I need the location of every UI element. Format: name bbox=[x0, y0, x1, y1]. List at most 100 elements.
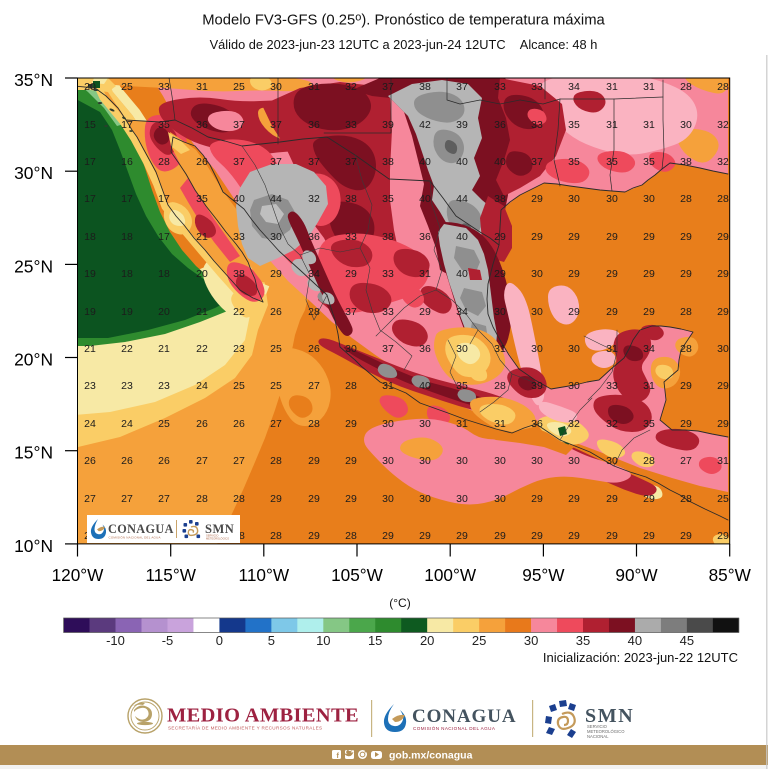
svg-text:37: 37 bbox=[233, 156, 245, 168]
svg-text:METEOROLÓGICO: METEOROLÓGICO bbox=[587, 729, 625, 734]
svg-text:90°W: 90°W bbox=[615, 565, 658, 585]
svg-text:23: 23 bbox=[121, 380, 133, 392]
svg-text:17: 17 bbox=[158, 231, 170, 243]
svg-text:34: 34 bbox=[643, 343, 655, 355]
svg-text:29: 29 bbox=[568, 306, 580, 318]
svg-text:27: 27 bbox=[158, 493, 170, 505]
svg-text:38: 38 bbox=[233, 268, 245, 280]
svg-text:29: 29 bbox=[345, 493, 357, 505]
svg-text:29: 29 bbox=[680, 268, 692, 280]
svg-text:38: 38 bbox=[494, 193, 506, 205]
svg-text:28: 28 bbox=[345, 530, 357, 542]
svg-text:10: 10 bbox=[316, 633, 330, 648]
svg-text:105°W: 105°W bbox=[331, 565, 384, 585]
svg-text:39: 39 bbox=[382, 119, 394, 131]
svg-text:NACIONAL: NACIONAL bbox=[587, 734, 609, 739]
svg-text:28: 28 bbox=[308, 306, 320, 318]
svg-text:19: 19 bbox=[84, 306, 96, 318]
svg-text:30: 30 bbox=[494, 455, 506, 467]
svg-text:27: 27 bbox=[680, 455, 692, 467]
svg-text:28: 28 bbox=[270, 455, 282, 467]
svg-text:31: 31 bbox=[643, 119, 655, 131]
svg-text:33: 33 bbox=[345, 119, 357, 131]
svg-text:28: 28 bbox=[680, 81, 692, 93]
svg-text:35: 35 bbox=[576, 633, 590, 648]
svg-text:32: 32 bbox=[345, 81, 357, 93]
svg-text:SECRETARÍA DE MEDIO AMBIENTE Y: SECRETARÍA DE MEDIO AMBIENTE Y RECURSOS … bbox=[168, 725, 322, 731]
svg-text:31: 31 bbox=[717, 455, 729, 467]
svg-text:20: 20 bbox=[84, 81, 96, 93]
svg-text:28: 28 bbox=[680, 493, 692, 505]
svg-text:17: 17 bbox=[121, 119, 133, 131]
svg-text:32: 32 bbox=[606, 418, 618, 430]
svg-text:45: 45 bbox=[680, 633, 694, 648]
svg-text:30: 30 bbox=[531, 455, 543, 467]
svg-text:20°N: 20°N bbox=[14, 350, 53, 370]
svg-text:29: 29 bbox=[643, 306, 655, 318]
svg-text:35: 35 bbox=[456, 380, 468, 392]
svg-text:f: f bbox=[337, 753, 340, 760]
svg-text:32: 32 bbox=[717, 119, 729, 131]
svg-text:30: 30 bbox=[456, 343, 468, 355]
svg-text:SMN: SMN bbox=[585, 705, 634, 727]
svg-text:29: 29 bbox=[717, 268, 729, 280]
svg-text:37: 37 bbox=[531, 156, 543, 168]
svg-text:29: 29 bbox=[717, 380, 729, 392]
svg-text:36: 36 bbox=[531, 418, 543, 430]
svg-text:29: 29 bbox=[456, 530, 468, 542]
svg-text:25: 25 bbox=[270, 380, 282, 392]
svg-text:20: 20 bbox=[158, 306, 170, 318]
svg-text:18: 18 bbox=[158, 268, 170, 280]
svg-text:17: 17 bbox=[158, 193, 170, 205]
svg-text:Válido de 2023-jun-23 12UTC a: Válido de 2023-jun-23 12UTC a 2023-jun-2… bbox=[210, 37, 598, 52]
svg-text:27: 27 bbox=[233, 455, 245, 467]
svg-text:25: 25 bbox=[472, 633, 486, 648]
svg-text:(°C): (°C) bbox=[389, 596, 410, 610]
svg-text:29: 29 bbox=[419, 530, 431, 542]
svg-text:36: 36 bbox=[419, 231, 431, 243]
svg-text:44: 44 bbox=[456, 193, 468, 205]
svg-text:33: 33 bbox=[158, 81, 170, 93]
svg-text:33: 33 bbox=[531, 81, 543, 93]
svg-text:21: 21 bbox=[196, 231, 208, 243]
svg-text:30: 30 bbox=[680, 119, 692, 131]
svg-text:29: 29 bbox=[680, 380, 692, 392]
svg-text:15°N: 15°N bbox=[14, 443, 53, 463]
svg-text:40: 40 bbox=[456, 268, 468, 280]
svg-text:27: 27 bbox=[121, 493, 133, 505]
svg-text:32: 32 bbox=[717, 156, 729, 168]
svg-text:40: 40 bbox=[456, 156, 468, 168]
svg-text:29: 29 bbox=[680, 231, 692, 243]
svg-text:31: 31 bbox=[456, 418, 468, 430]
svg-text:37: 37 bbox=[270, 156, 282, 168]
svg-text:24: 24 bbox=[84, 418, 96, 430]
svg-text:18: 18 bbox=[84, 231, 96, 243]
svg-text:28: 28 bbox=[717, 81, 729, 93]
svg-text:21: 21 bbox=[196, 306, 208, 318]
svg-text:30: 30 bbox=[606, 193, 618, 205]
svg-text:31: 31 bbox=[643, 81, 655, 93]
svg-text:29: 29 bbox=[643, 268, 655, 280]
svg-text:35: 35 bbox=[568, 119, 580, 131]
svg-text:30: 30 bbox=[456, 493, 468, 505]
svg-text:28: 28 bbox=[233, 493, 245, 505]
svg-text:36: 36 bbox=[494, 119, 506, 131]
svg-text:28: 28 bbox=[643, 455, 655, 467]
svg-text:35: 35 bbox=[606, 156, 618, 168]
svg-text:26: 26 bbox=[270, 306, 282, 318]
svg-text:SMN: SMN bbox=[205, 522, 234, 536]
svg-text:30: 30 bbox=[717, 343, 729, 355]
svg-text:30: 30 bbox=[643, 193, 655, 205]
svg-text:30°N: 30°N bbox=[14, 163, 53, 183]
svg-text:38: 38 bbox=[382, 156, 394, 168]
svg-text:29: 29 bbox=[568, 231, 580, 243]
svg-text:37: 37 bbox=[233, 119, 245, 131]
svg-text:35: 35 bbox=[382, 193, 394, 205]
svg-text:30: 30 bbox=[419, 455, 431, 467]
svg-text:25: 25 bbox=[233, 380, 245, 392]
svg-text:29: 29 bbox=[531, 530, 543, 542]
svg-text:36: 36 bbox=[419, 343, 431, 355]
svg-text:100°W: 100°W bbox=[424, 565, 477, 585]
svg-text:26: 26 bbox=[196, 418, 208, 430]
svg-text:31: 31 bbox=[606, 343, 618, 355]
